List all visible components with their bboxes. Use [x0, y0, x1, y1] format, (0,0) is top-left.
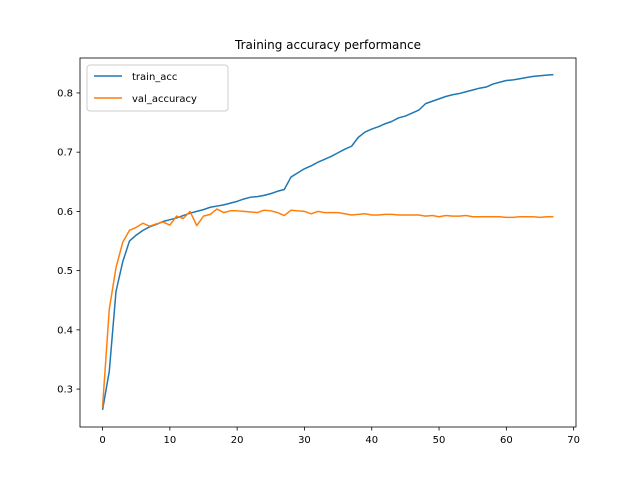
legend-label-train-acc: train_acc [132, 72, 177, 83]
x-tick-label: 0 [99, 435, 105, 446]
y-tick-label: 0.8 [57, 88, 73, 99]
y-tick-label: 0.5 [57, 266, 73, 277]
y-tick-label: 0.7 [57, 148, 73, 159]
x-tick-label: 40 [365, 435, 378, 446]
x-tick-label: 50 [433, 435, 446, 446]
series-line-val-accuracy [101, 208, 554, 407]
legend-box [86, 64, 229, 112]
x-axis-ticks: 0 10 20 30 40 50 60 70 [99, 427, 580, 446]
x-tick-label: 30 [298, 435, 311, 446]
legend-label-val-accuracy: val_accuracy [132, 94, 197, 105]
y-tick-label: 0.4 [57, 325, 73, 336]
chart-title: Training accuracy performance [234, 38, 421, 52]
y-tick-label: 0.3 [57, 385, 73, 396]
x-tick-label: 60 [500, 435, 513, 446]
x-tick-label: 10 [163, 435, 176, 446]
x-tick-label: 20 [231, 435, 244, 446]
plot-frame [79, 57, 577, 428]
series-layer [101, 73, 554, 410]
legend: train_acc val_accuracy [86, 64, 229, 112]
y-tick-label: 0.6 [57, 207, 73, 218]
x-tick-label: 70 [567, 435, 580, 446]
y-axis-ticks: 0.3 0.4 0.5 0.6 0.7 0.8 [57, 88, 80, 396]
series-line-train-acc [101, 73, 554, 410]
